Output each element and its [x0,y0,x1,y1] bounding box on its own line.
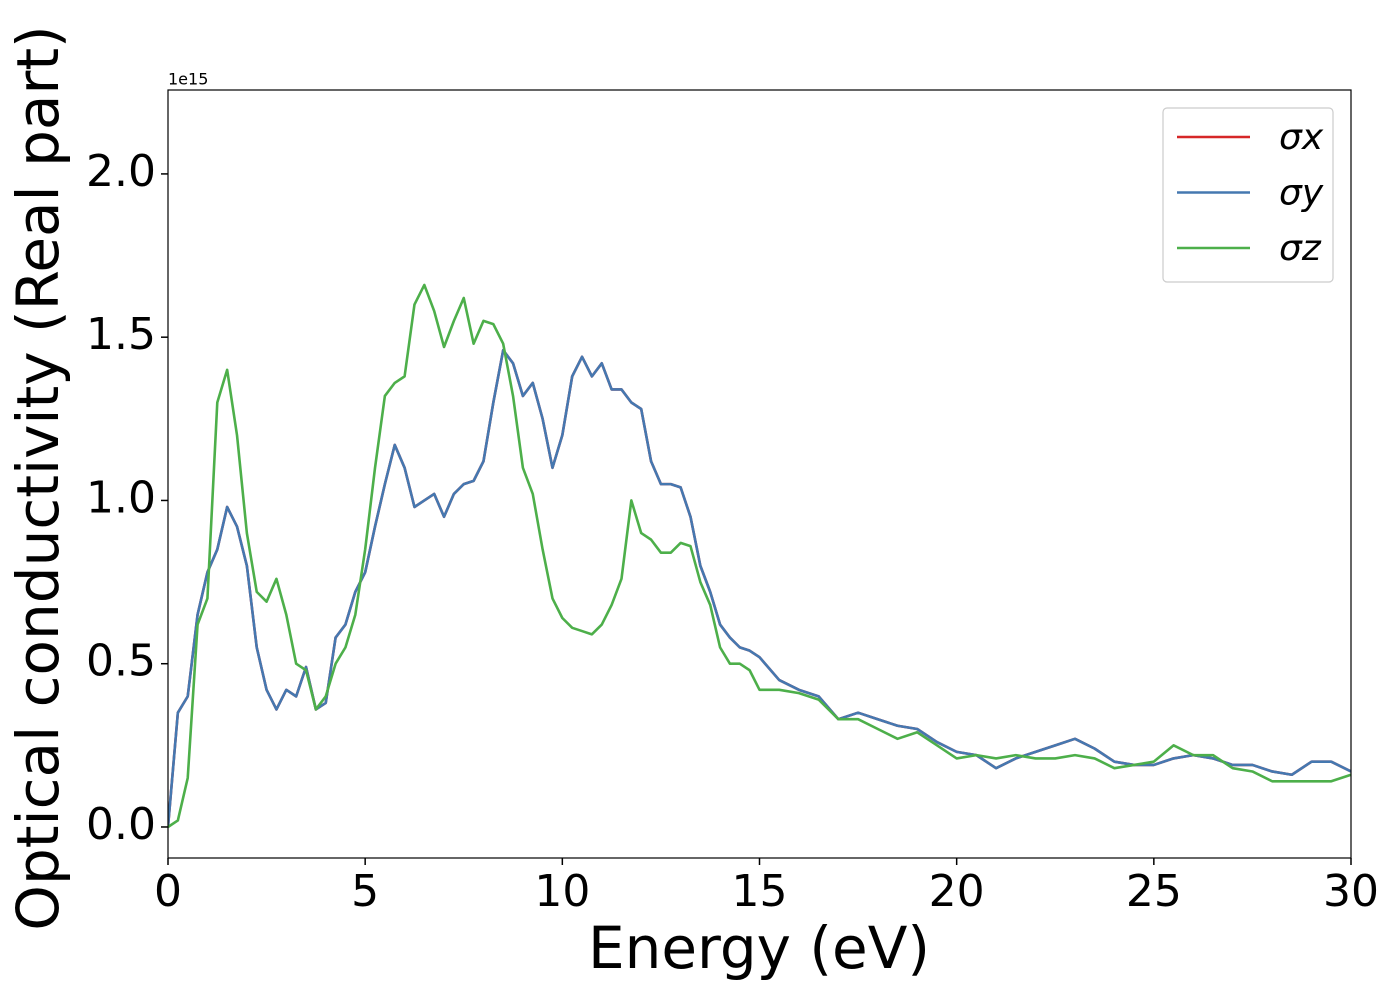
x-tick-label: 25 [1126,866,1182,917]
legend-label: σy [1279,173,1324,214]
legend-box [1162,107,1334,283]
x-tick-label: 15 [732,866,788,917]
x-tick-label: 20 [929,866,985,917]
y-axis-label: Optical conductivity (Real part) [4,25,72,930]
y-tick-label: 0.5 [86,636,156,687]
y-tick-label: 0.0 [86,799,156,850]
y-tick-label: 2.0 [86,146,156,197]
x-tick-label: 5 [351,866,379,917]
legend-label: σz [1279,228,1322,269]
x-tick-label: 30 [1323,866,1379,917]
x-axis-label: Energy (eV) [588,914,930,982]
plot-frame [167,89,1352,859]
y-tick-label: 1.5 [86,309,156,360]
y-tick-label: 1.0 [86,472,156,523]
series-line [168,283,1351,829]
y-offset-label: 1e15 [168,70,208,89]
x-tick-label: 0 [154,866,182,917]
x-tick-label: 10 [534,866,590,917]
legend-label: σx [1279,117,1324,158]
